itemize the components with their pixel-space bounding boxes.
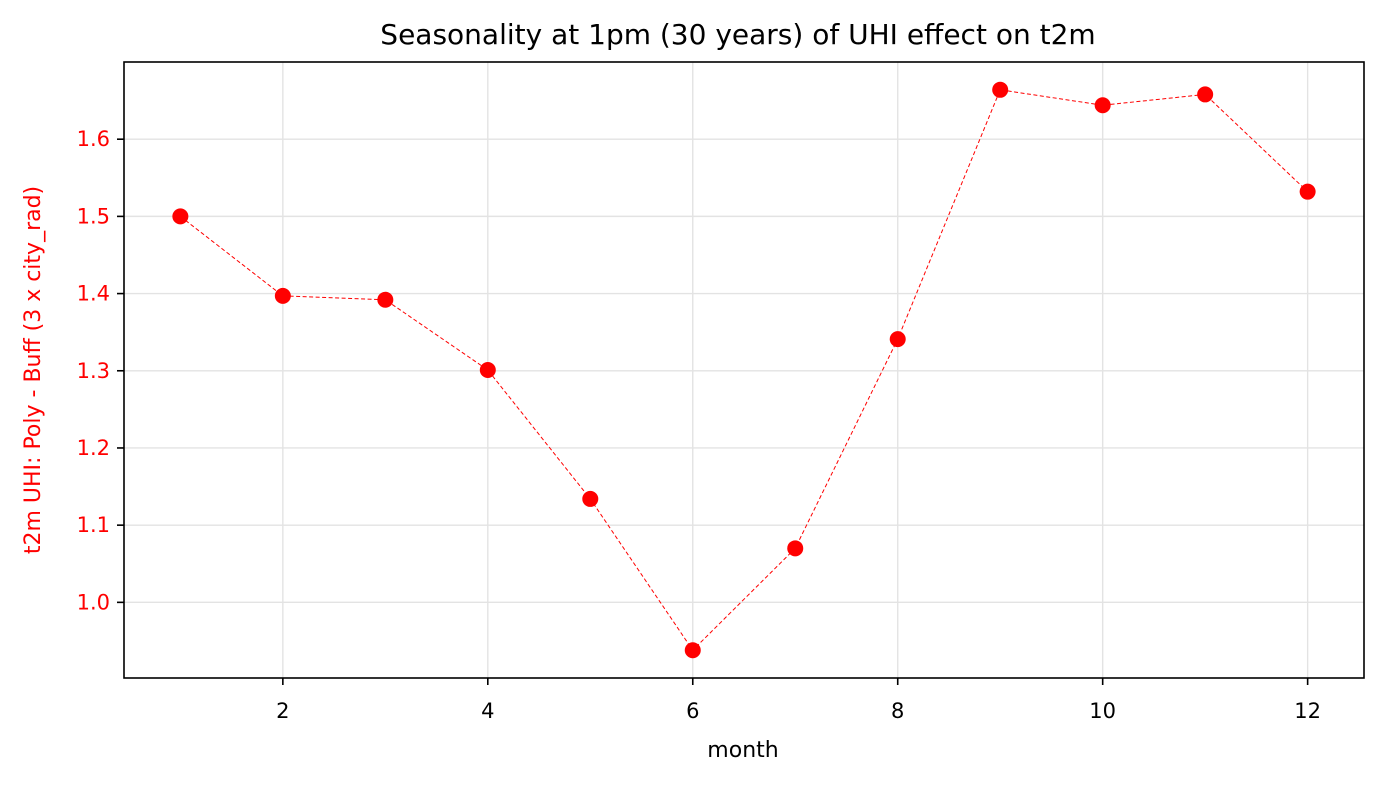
chart-title: Seasonality at 1pm (30 years) of UHI eff… [380,18,1095,51]
x-tick-label: 6 [686,699,699,723]
y-tick-label: 1.1 [77,513,110,537]
y-tick-label: 1.4 [77,282,110,306]
data-point-month-8 [889,331,906,348]
data-point-month-2 [274,287,291,304]
y-tick-label: 1.0 [77,590,110,614]
y-tick-label: 1.2 [77,436,110,460]
x-tick-label: 8 [891,699,904,723]
x-tick-label: 4 [481,699,494,723]
y-axis-label: t2m UHI: Poly - Buff (3 x city_rad) [21,186,46,554]
x-axis-label: month [707,738,778,763]
data-point-month-6 [684,642,701,659]
axis-ticks: 2 4 6 8 10 12 1.0 1.1 1.2 1.3 1.4 1.5 1.6 [77,127,1321,723]
x-tick-label: 10 [1089,699,1116,723]
data-point-month-7 [787,540,804,557]
grid [124,62,1364,678]
data-point-month-9 [992,81,1009,98]
data-point-month-4 [479,362,496,378]
data-point-month-1 [172,208,189,225]
data-series [172,81,1316,659]
series-line [180,89,1308,651]
data-point-month-10 [1094,97,1111,114]
y-tick-label: 1.5 [77,204,110,228]
x-tick-label: 12 [1294,699,1321,723]
plot-area-frame [123,61,1365,679]
y-tick-label: 1.3 [77,359,110,383]
data-point-month-3 [377,291,394,308]
data-point-month-5 [582,490,599,507]
data-point-month-11 [1197,86,1214,103]
data-point-month-12 [1299,183,1316,200]
y-tick-label: 1.6 [77,127,110,151]
x-tick-label: 2 [276,699,289,723]
